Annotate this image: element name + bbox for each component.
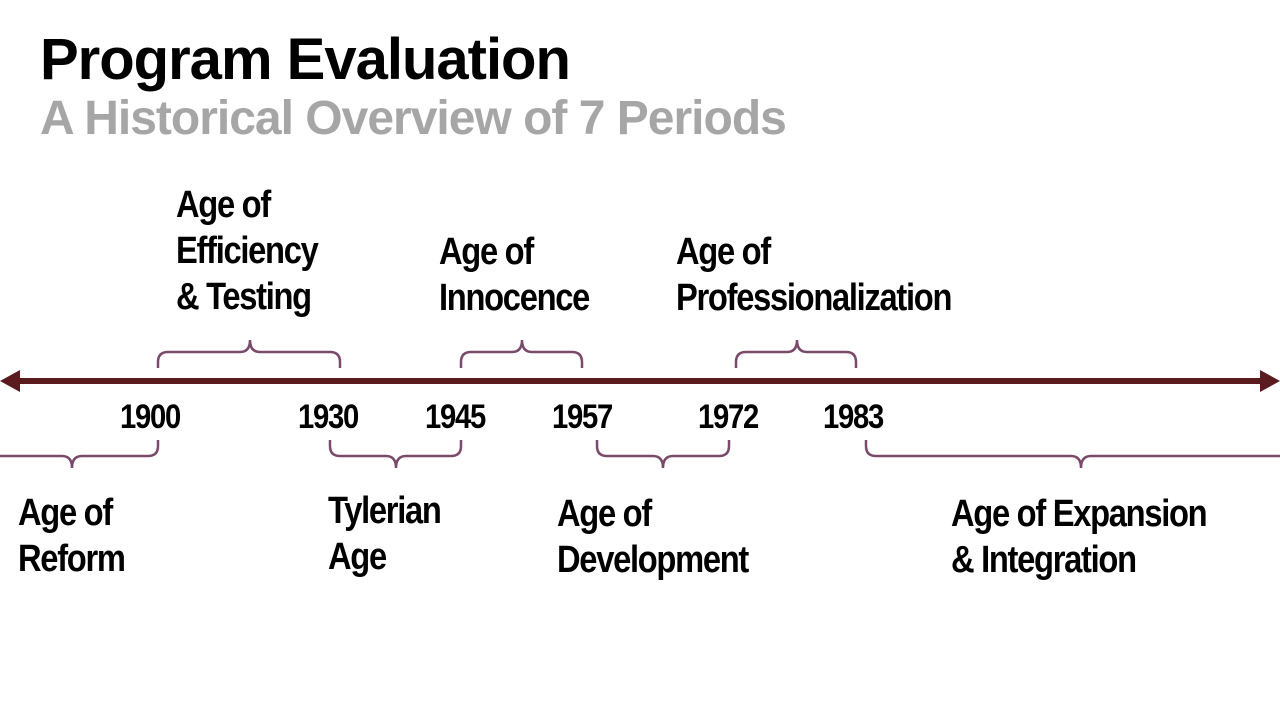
- period-label-expansion-integration: Age of Expansion & Integration: [951, 493, 1208, 581]
- brace-efficiency-testing: [156, 339, 342, 368]
- year-label-1972: 1972: [698, 398, 759, 436]
- axis-arrow-right-icon: [1260, 370, 1280, 392]
- year-label-1945: 1945: [425, 398, 486, 436]
- period-label-reform: Age of Reform: [18, 492, 126, 580]
- page-subtitle: A Historical Overview of 7 Periods: [40, 92, 787, 145]
- axis-arrow-left-icon: [0, 370, 20, 392]
- brace-expansion-integration: [864, 440, 1280, 469]
- period-label-development: Age of Development: [557, 493, 749, 581]
- period-label-efficiency-testing: Age of Efficiency & Testing: [176, 184, 319, 318]
- brace-tylerian: [328, 440, 463, 469]
- year-label-1900: 1900: [120, 398, 181, 436]
- period-label-tylerian: Tylerian Age: [328, 490, 442, 578]
- brace-professionalization: [734, 339, 858, 368]
- brace-innocence: [459, 339, 584, 368]
- year-label-1983: 1983: [823, 398, 884, 436]
- brace-reform: [0, 440, 160, 469]
- brace-development: [595, 440, 731, 469]
- period-label-professionalization: Age of Professionalization: [676, 231, 952, 319]
- year-label-1957: 1957: [552, 398, 613, 436]
- page-title: Program Evaluation: [40, 27, 571, 92]
- year-label-1930: 1930: [298, 398, 359, 436]
- period-label-innocence: Age of Innocence: [439, 231, 590, 319]
